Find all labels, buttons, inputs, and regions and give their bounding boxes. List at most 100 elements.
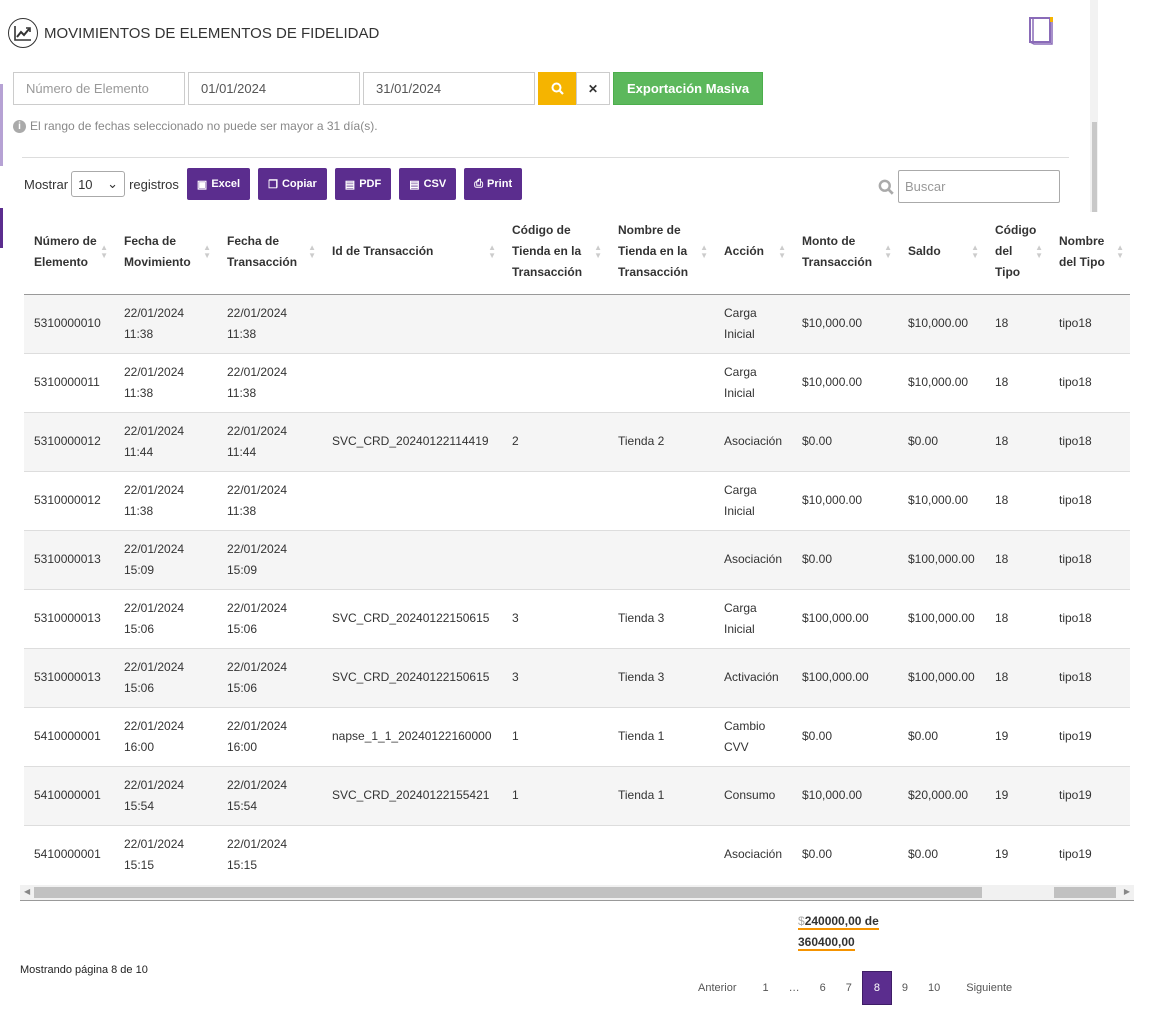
total-line1: 240000,00 de [804,914,879,928]
date-from-input[interactable]: 01/01/2024 [188,72,360,105]
table-cell: 19 [985,824,1049,884]
table-search: Buscar [878,170,1060,203]
column-header[interactable]: Saldo ▲ ▼ [898,210,985,295]
table-cell: $0.00 [898,824,985,884]
csv-button[interactable]: ▤ CSV [399,168,457,200]
table-cell [608,352,714,412]
table-cell: $10,000.00 [792,293,898,353]
scroll-left-icon[interactable]: ◀ [24,887,31,896]
chevron-down-icon: ⌄ [107,176,119,191]
table-cell: 5410000001 [24,706,114,766]
table-cell: $10,000.00 [898,293,985,353]
scroll-right-icon[interactable]: ▶ [1123,887,1130,896]
table-search-input[interactable]: Buscar [898,170,1060,203]
clear-button[interactable]: ✕ [576,72,610,105]
table-cell: 19 [985,706,1049,766]
pagination: Anterior 1 … 6 7 8 9 10 Siguiente [688,971,1022,1005]
total-amount: $240000,00 de 360400,00 [798,911,879,953]
page-button[interactable]: Anterior [698,982,737,994]
table-cell: SVC_CRD_20240122150615 [322,647,502,707]
table-row: 5310000013 22/01/2024 15:06 22/01/2024 15:… [24,588,1130,648]
pdf-button[interactable]: ▤ PDF [334,168,392,200]
table-cell: 22/01/2024 15:09 [114,529,217,589]
table-cell: $100,000.00 [898,529,985,589]
table-cell: 22/01/2024 11:38 [114,293,217,353]
column-header[interactable]: Nombre del Tipo ▲ ▼ [1049,210,1130,295]
table-cell: Asociación [714,529,792,589]
table-cell: 5310000013 [24,529,114,589]
sort-icon: ▲ ▼ [778,242,786,260]
table-cell: 1 [502,765,608,825]
page-button[interactable]: 1 [762,982,769,994]
print-icon: ⎙ [474,177,484,190]
column-header[interactable]: Número de Elemento ▲ ▼ [24,210,114,295]
table-cell: 22/01/2024 15:06 [217,588,322,648]
column-header-label: Id de Transacción [332,244,434,259]
manual-book-icon[interactable] [1028,17,1054,45]
column-header-label: Saldo [908,244,941,259]
table-cell: Consumo [714,765,792,825]
column-header-label: Monto de Transacción [802,233,873,269]
column-header-label: Nombre del Tipo [1059,233,1105,269]
page-button[interactable]: 9 [901,982,909,994]
column-header[interactable]: Fecha de Movimiento ▲ ▼ [114,210,217,295]
export-button[interactable]: Exportación Masiva [613,72,764,105]
column-header[interactable]: Nombre de Tienda en la Transacción ▲ ▼ [608,210,714,295]
csv-label: CSV [423,178,447,190]
column-header[interactable]: Id de Transacción ▲ ▼ [322,210,502,295]
page-button[interactable]: 7 [845,982,852,994]
column-header[interactable]: Fecha de Transacción ▲ ▼ [217,210,322,295]
table-cell: 18 [985,470,1049,530]
table-cell: tipo19 [1049,706,1130,766]
copy-button[interactable]: ❐ Copiar [258,168,327,200]
table-cell: 22/01/2024 11:44 [114,411,217,471]
column-header[interactable]: Acción ▲ ▼ [714,210,792,295]
sort-icon: ▲ ▼ [594,242,602,260]
page-title: MOVIMIENTOS DE ELEMENTOS DE FIDELIDAD [8,18,379,48]
page-button[interactable]: 6 [819,982,826,994]
divider [22,157,1069,158]
table-row: 5310000012 22/01/2024 11:44 22/01/2024 11:… [24,411,1130,471]
excel-icon: ▣ [196,178,208,191]
search-button[interactable] [538,72,576,105]
sort-icon: ▲ ▼ [884,242,892,260]
page-button[interactable]: 10 [928,982,941,994]
excel-button[interactable]: ▣ Excel [186,168,251,200]
table-cell: 22/01/2024 11:44 [217,411,322,471]
horizontal-scrollbar[interactable]: ◀ ▶ [20,885,1134,901]
table-cell: Tienda 2 [608,411,714,471]
column-header[interactable]: Código del Tipo ▲ ▼ [985,210,1049,295]
table-row: 5310000010 22/01/2024 11:38 22/01/2024 11:… [24,293,1130,353]
table-cell: 22/01/2024 15:06 [114,588,217,648]
column-header[interactable]: Monto de Transacción ▲ ▼ [792,210,898,295]
table-cell: 22/01/2024 15:15 [114,824,217,884]
show-label: Mostrar [24,176,69,192]
excel-label: Excel [211,178,241,190]
table-cell: 22/01/2024 15:06 [114,647,217,707]
table-cell: 22/01/2024 16:00 [114,706,217,766]
table-cell: $10,000.00 [792,352,898,412]
page-button[interactable]: Siguiente [966,982,1013,994]
table-cell: 18 [985,352,1049,412]
page-button: … [788,982,800,994]
table-cell: 18 [985,293,1049,353]
table-cell: Carga Inicial [714,352,792,412]
column-header[interactable]: Código de Tienda en la Transacción ▲ ▼ [502,210,608,295]
sort-icon: ▲ ▼ [308,242,316,260]
copy-icon: ❐ [268,178,278,191]
print-button[interactable]: ⎙ Print [464,168,523,200]
date-to-input[interactable]: 31/01/2024 [363,72,535,105]
element-number-input[interactable]: Número de Elemento [13,72,185,105]
table-cell: 19 [985,765,1049,825]
table-cell: 5310000012 [24,411,114,471]
close-icon: ✕ [587,81,599,96]
vertical-scrollbar[interactable] [1090,0,1098,212]
table-cell: 18 [985,529,1049,589]
table-cell: 22/01/2024 16:00 [217,706,322,766]
table-cell: Activación [714,647,792,707]
sidebar-edge [0,84,3,166]
table-cell [502,293,608,353]
table-cell: Tienda 3 [608,647,714,707]
page-size-select[interactable]: 10 ⌄ [71,171,126,197]
page-button-active[interactable]: 8 [861,971,892,1005]
